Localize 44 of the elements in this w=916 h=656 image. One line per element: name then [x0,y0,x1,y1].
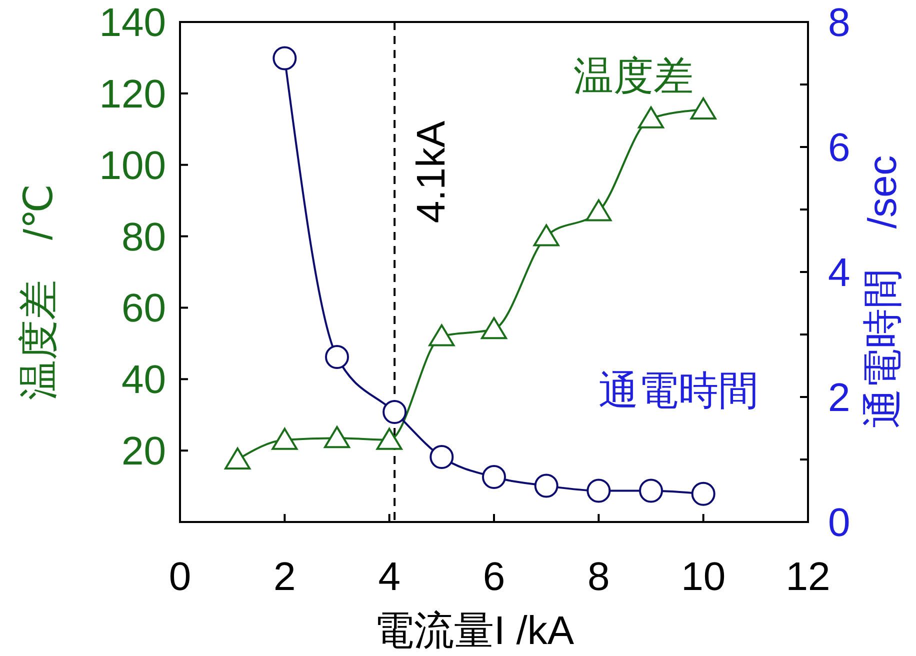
y-tick-label: 140 [99,1,166,45]
point [376,428,402,450]
point [534,474,558,498]
y2-tick-label: 2 [828,376,850,420]
point [481,317,507,340]
point [272,428,298,450]
y-tick-label: 40 [122,358,166,402]
y2-tick-label: 8 [828,1,850,45]
point [586,478,611,503]
point [691,482,716,506]
point [382,400,407,424]
point [533,224,560,246]
point [324,426,350,448]
y2-tick-label: 4 [828,251,850,295]
point [325,345,349,369]
y-tick-label: 20 [122,430,166,474]
y-tick-label: 80 [122,215,166,260]
point [430,445,454,469]
x-tick-label: 10 [681,555,726,599]
point [586,199,612,222]
x-tick-label: 0 [168,555,192,599]
y-axis-title: 温度差 /℃ [17,184,61,400]
series-label: 通電時間 [598,368,758,413]
y2-axis-title: 通電時間 /sec [861,155,905,429]
series-label: 温度差 [573,54,694,98]
point [639,478,663,503]
x-tick-label: 4 [378,555,400,599]
x-tick-label: 2 [274,555,296,599]
ref-line-label: 4.1kA [410,120,454,224]
point [638,106,664,128]
point [690,98,716,120]
y-tick-label: 120 [99,72,166,116]
y2-tick-label: 6 [828,126,850,170]
point [224,448,251,470]
y-tick-label: 60 [122,286,166,331]
point [272,46,297,70]
point [428,324,455,346]
x-tick-label: 6 [482,555,506,599]
x-tick-label: 8 [588,555,610,599]
y2-tick-label: 0 [828,501,850,545]
y-tick-label: 100 [99,144,166,188]
x-tick-label: 12 [786,555,830,599]
point [482,465,506,489]
x-axis-title: 電流量I /kA [374,609,574,653]
